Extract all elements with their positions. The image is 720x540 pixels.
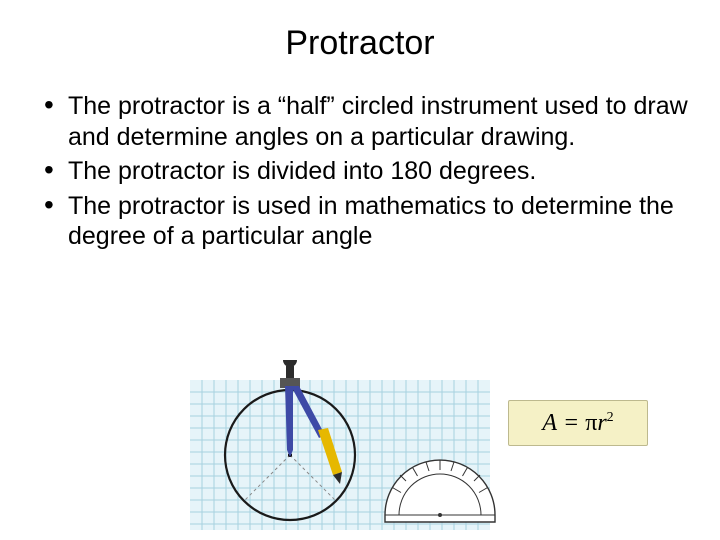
bullet-item: The protractor is divided into 180 degre… [38, 156, 690, 187]
bullet-item: The protractor is a “half” circled instr… [38, 91, 690, 152]
slide-title: Protractor [0, 0, 720, 91]
formula-text: A = πr2 [542, 410, 613, 437]
protractor-illustration [190, 360, 530, 530]
bullet-list: The protractor is a “half” circled instr… [0, 91, 720, 252]
bullet-item: The protractor is used in mathematics to… [38, 191, 690, 252]
area-formula: A = πr2 [508, 400, 648, 446]
